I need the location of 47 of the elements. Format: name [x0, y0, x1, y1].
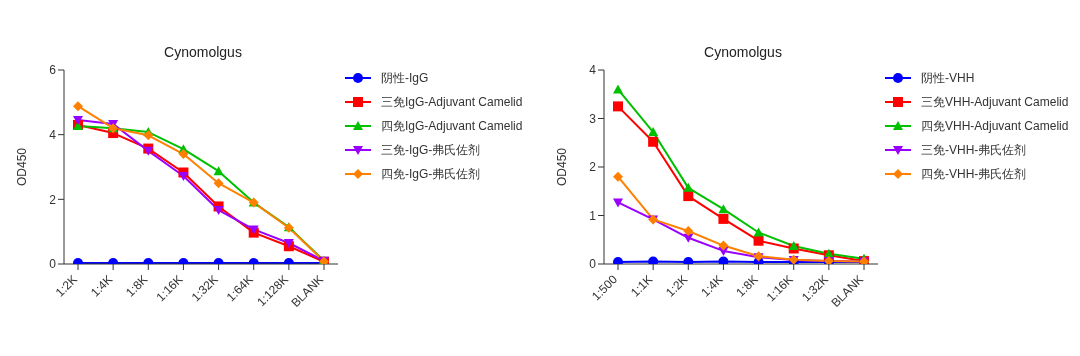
point [683, 226, 694, 237]
y-tick-label: 4 [589, 63, 597, 78]
legend-label: 四免VHH-Adjuvant Camelid [921, 117, 1069, 135]
point [613, 84, 623, 94]
point [178, 172, 189, 182]
point [73, 101, 83, 112]
chart-title: Cynomolgus [703, 44, 783, 60]
legend-label: 三免IgG-Adjuvant Camelid [381, 93, 523, 111]
point [613, 198, 623, 208]
y-tick-label: 2 [589, 160, 597, 175]
point [683, 182, 694, 192]
point [753, 235, 764, 246]
y-tick-label: 2 [49, 192, 57, 207]
y-tick-label: 0 [49, 257, 57, 272]
legend-label: 三免-VHH-弗氏佐剂 [921, 141, 1027, 159]
legend-label: 阴性-IgG [381, 69, 429, 87]
point [718, 256, 729, 264]
legend-label: 三免-IgG-弗氏佐剂 [381, 141, 481, 159]
y-tick-label: 6 [49, 63, 57, 78]
point [718, 213, 729, 224]
point [613, 171, 623, 182]
point [178, 149, 189, 160]
point [648, 136, 659, 147]
y-axis-title: OD450 [555, 147, 570, 187]
y-tick-label: 0 [589, 257, 597, 272]
point [718, 204, 729, 214]
legend-label: 四免-IgG-弗氏佐剂 [381, 165, 481, 183]
legend-label: 三免VHH-Adjuvant Camelid [921, 93, 1069, 111]
point [73, 116, 83, 126]
y-tick-label: 1 [589, 208, 597, 223]
legend-label: 四免-VHH-弗氏佐剂 [921, 165, 1027, 183]
point [718, 240, 729, 251]
point [613, 101, 623, 112]
y-tick-label: 3 [589, 111, 597, 126]
point [283, 238, 294, 248]
chart-title: Cynomolgus [163, 44, 243, 60]
point [648, 256, 659, 264]
point [143, 130, 154, 141]
point [648, 127, 659, 137]
point [213, 166, 224, 176]
legend-label: 阴性-VHH [921, 69, 975, 87]
point [213, 178, 224, 189]
y-tick-label: 4 [49, 127, 57, 142]
y-axis-title: OD450 [15, 147, 30, 187]
point [213, 206, 224, 215]
legend-label: 四免IgG-Adjuvant Camelid [381, 117, 523, 135]
point [683, 191, 694, 202]
